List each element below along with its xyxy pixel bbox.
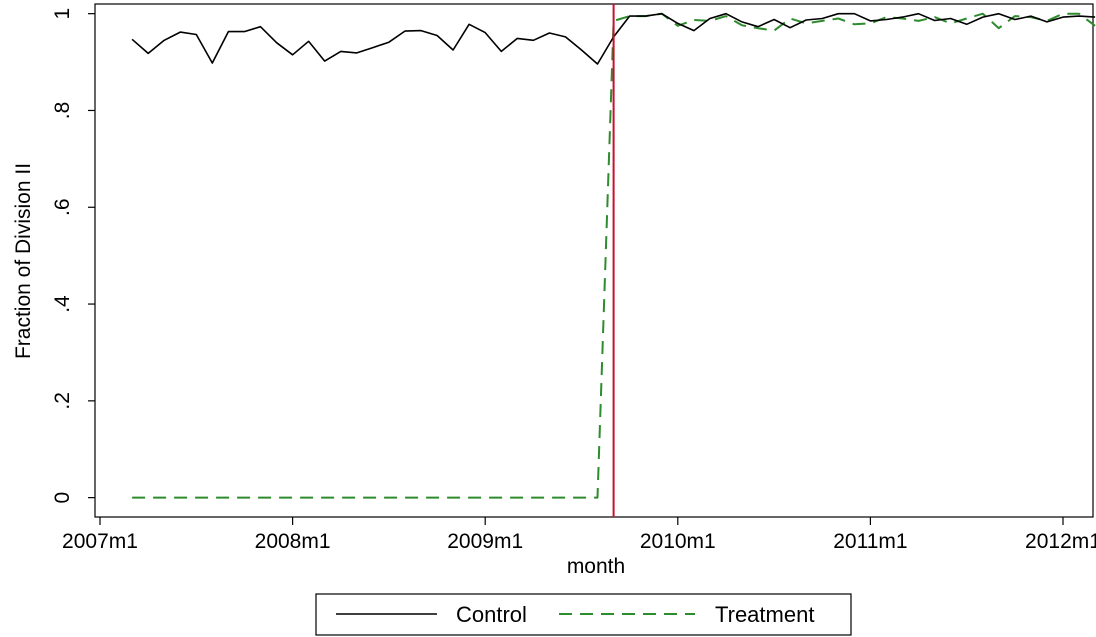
y-tick-label: .6: [51, 199, 74, 217]
y-axis: 0 .2 .4 .6 .8 1: [51, 8, 95, 504]
x-tick-label: 2007m1: [62, 530, 138, 553]
x-tick-label: 2010m1: [640, 530, 716, 553]
x-tick-label: 2009m1: [447, 530, 523, 553]
series-line-treatment: [132, 12, 1096, 499]
legend: Control Treatment: [315, 593, 852, 636]
x-tick-label: 2011m1: [833, 530, 907, 553]
x-tick-label: 2008m1: [255, 530, 331, 553]
y-tick-label: .2: [51, 392, 74, 410]
legend-label-treatment: Treatment: [715, 602, 814, 627]
plot-frame: [94, 3, 1094, 518]
y-tick-label: 0: [51, 492, 74, 504]
x-axis-title: month: [567, 555, 625, 578]
legend-label-control: Control: [456, 602, 527, 627]
y-tick-label: 1: [51, 8, 74, 20]
y-axis-title: Fraction of Division II: [12, 163, 35, 359]
y-tick-label: .4: [51, 295, 74, 313]
y-tick-label: .8: [51, 102, 74, 120]
x-axis: 2007m1 2008m1 2009m1 2010m1 2011m1 2012m1: [62, 517, 1096, 553]
x-tick-label: 2012m1: [1025, 530, 1096, 553]
